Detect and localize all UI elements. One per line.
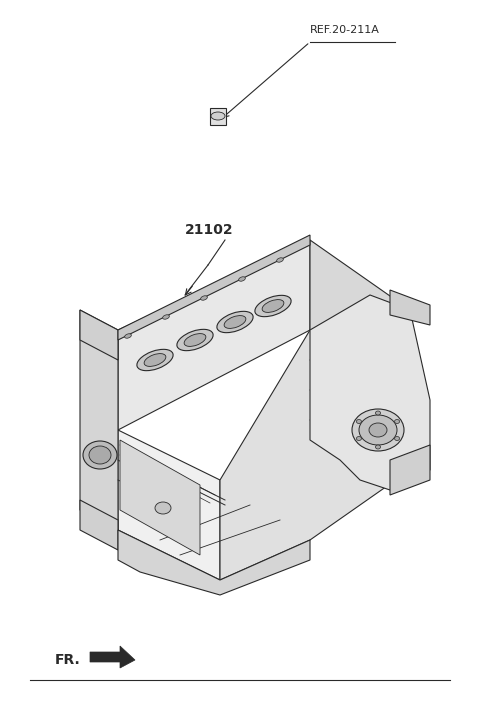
Polygon shape	[80, 310, 118, 360]
Polygon shape	[118, 530, 310, 595]
Ellipse shape	[276, 258, 283, 262]
Polygon shape	[118, 235, 310, 340]
Text: 21102: 21102	[185, 223, 234, 237]
Polygon shape	[310, 240, 410, 400]
Text: FR.: FR.	[55, 653, 81, 667]
Polygon shape	[118, 430, 220, 580]
Ellipse shape	[83, 441, 117, 469]
Ellipse shape	[357, 420, 361, 423]
Ellipse shape	[137, 349, 173, 371]
Ellipse shape	[255, 295, 291, 316]
Ellipse shape	[155, 502, 171, 514]
Ellipse shape	[163, 315, 169, 319]
Ellipse shape	[352, 409, 404, 451]
Ellipse shape	[395, 437, 399, 440]
Ellipse shape	[224, 316, 246, 329]
Ellipse shape	[144, 354, 166, 367]
Polygon shape	[390, 445, 430, 495]
Polygon shape	[120, 440, 200, 555]
Ellipse shape	[369, 423, 387, 437]
Ellipse shape	[211, 112, 225, 120]
Ellipse shape	[217, 311, 253, 333]
Ellipse shape	[262, 299, 284, 312]
Polygon shape	[80, 310, 118, 530]
Polygon shape	[310, 295, 430, 490]
Ellipse shape	[177, 329, 213, 351]
Ellipse shape	[239, 277, 245, 281]
Ellipse shape	[184, 334, 206, 347]
Ellipse shape	[125, 334, 132, 338]
Ellipse shape	[357, 437, 361, 440]
Ellipse shape	[359, 415, 397, 445]
Polygon shape	[80, 500, 118, 550]
Ellipse shape	[201, 296, 207, 300]
Polygon shape	[90, 646, 135, 668]
Polygon shape	[220, 330, 410, 580]
Ellipse shape	[375, 445, 381, 449]
Ellipse shape	[89, 446, 111, 464]
Text: REF.20-211A: REF.20-211A	[310, 25, 380, 35]
Polygon shape	[118, 240, 310, 430]
Polygon shape	[210, 108, 226, 125]
Ellipse shape	[395, 420, 399, 423]
Polygon shape	[390, 290, 430, 325]
Ellipse shape	[375, 411, 381, 415]
